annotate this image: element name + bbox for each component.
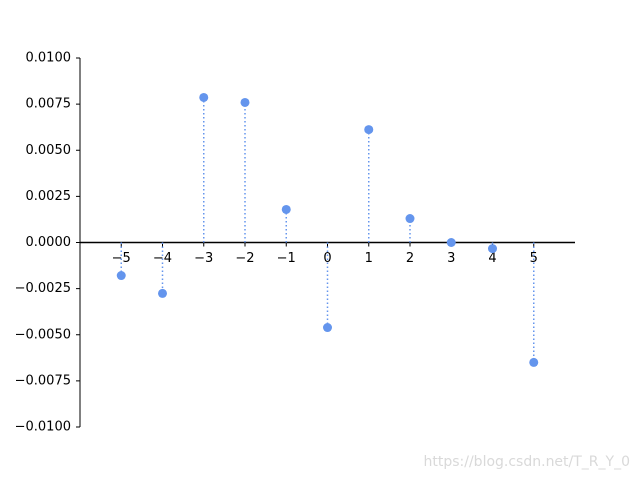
y-tick-label: 0.0075: [26, 97, 72, 112]
marker: [446, 238, 456, 247]
marker: [240, 97, 250, 107]
y-tick-label: 0.0025: [26, 189, 72, 204]
y-tick-label: −0.0075: [15, 373, 71, 388]
marker: [158, 288, 167, 298]
watermark: https://blog.csdn.net/T_R_Y_0: [424, 454, 631, 470]
x-tick-label: 1: [365, 251, 373, 266]
x-tick-label: 3: [447, 251, 455, 266]
marker: [323, 323, 332, 333]
y-tick-label: 0.0000: [26, 235, 72, 250]
marker: [364, 125, 374, 135]
marker: [529, 357, 539, 367]
y-tick-label: 0.0100: [26, 51, 72, 66]
x-tick-label: −3: [194, 251, 213, 266]
marker: [281, 204, 291, 214]
y-tick-label: −0.0025: [15, 281, 71, 296]
marker: [116, 271, 126, 281]
marker: [488, 244, 497, 254]
y-tick-label: −0.0100: [15, 420, 71, 435]
x-tick-label: −1: [277, 251, 296, 266]
marker: [199, 92, 209, 102]
y-tick-label: 0.0050: [26, 143, 72, 158]
x-tick-label: 4: [488, 251, 496, 266]
marker: [405, 214, 415, 224]
x-tick-label: −2: [235, 251, 254, 266]
y-tick-label: −0.0050: [15, 327, 71, 342]
x-tick-label: 2: [406, 251, 414, 266]
